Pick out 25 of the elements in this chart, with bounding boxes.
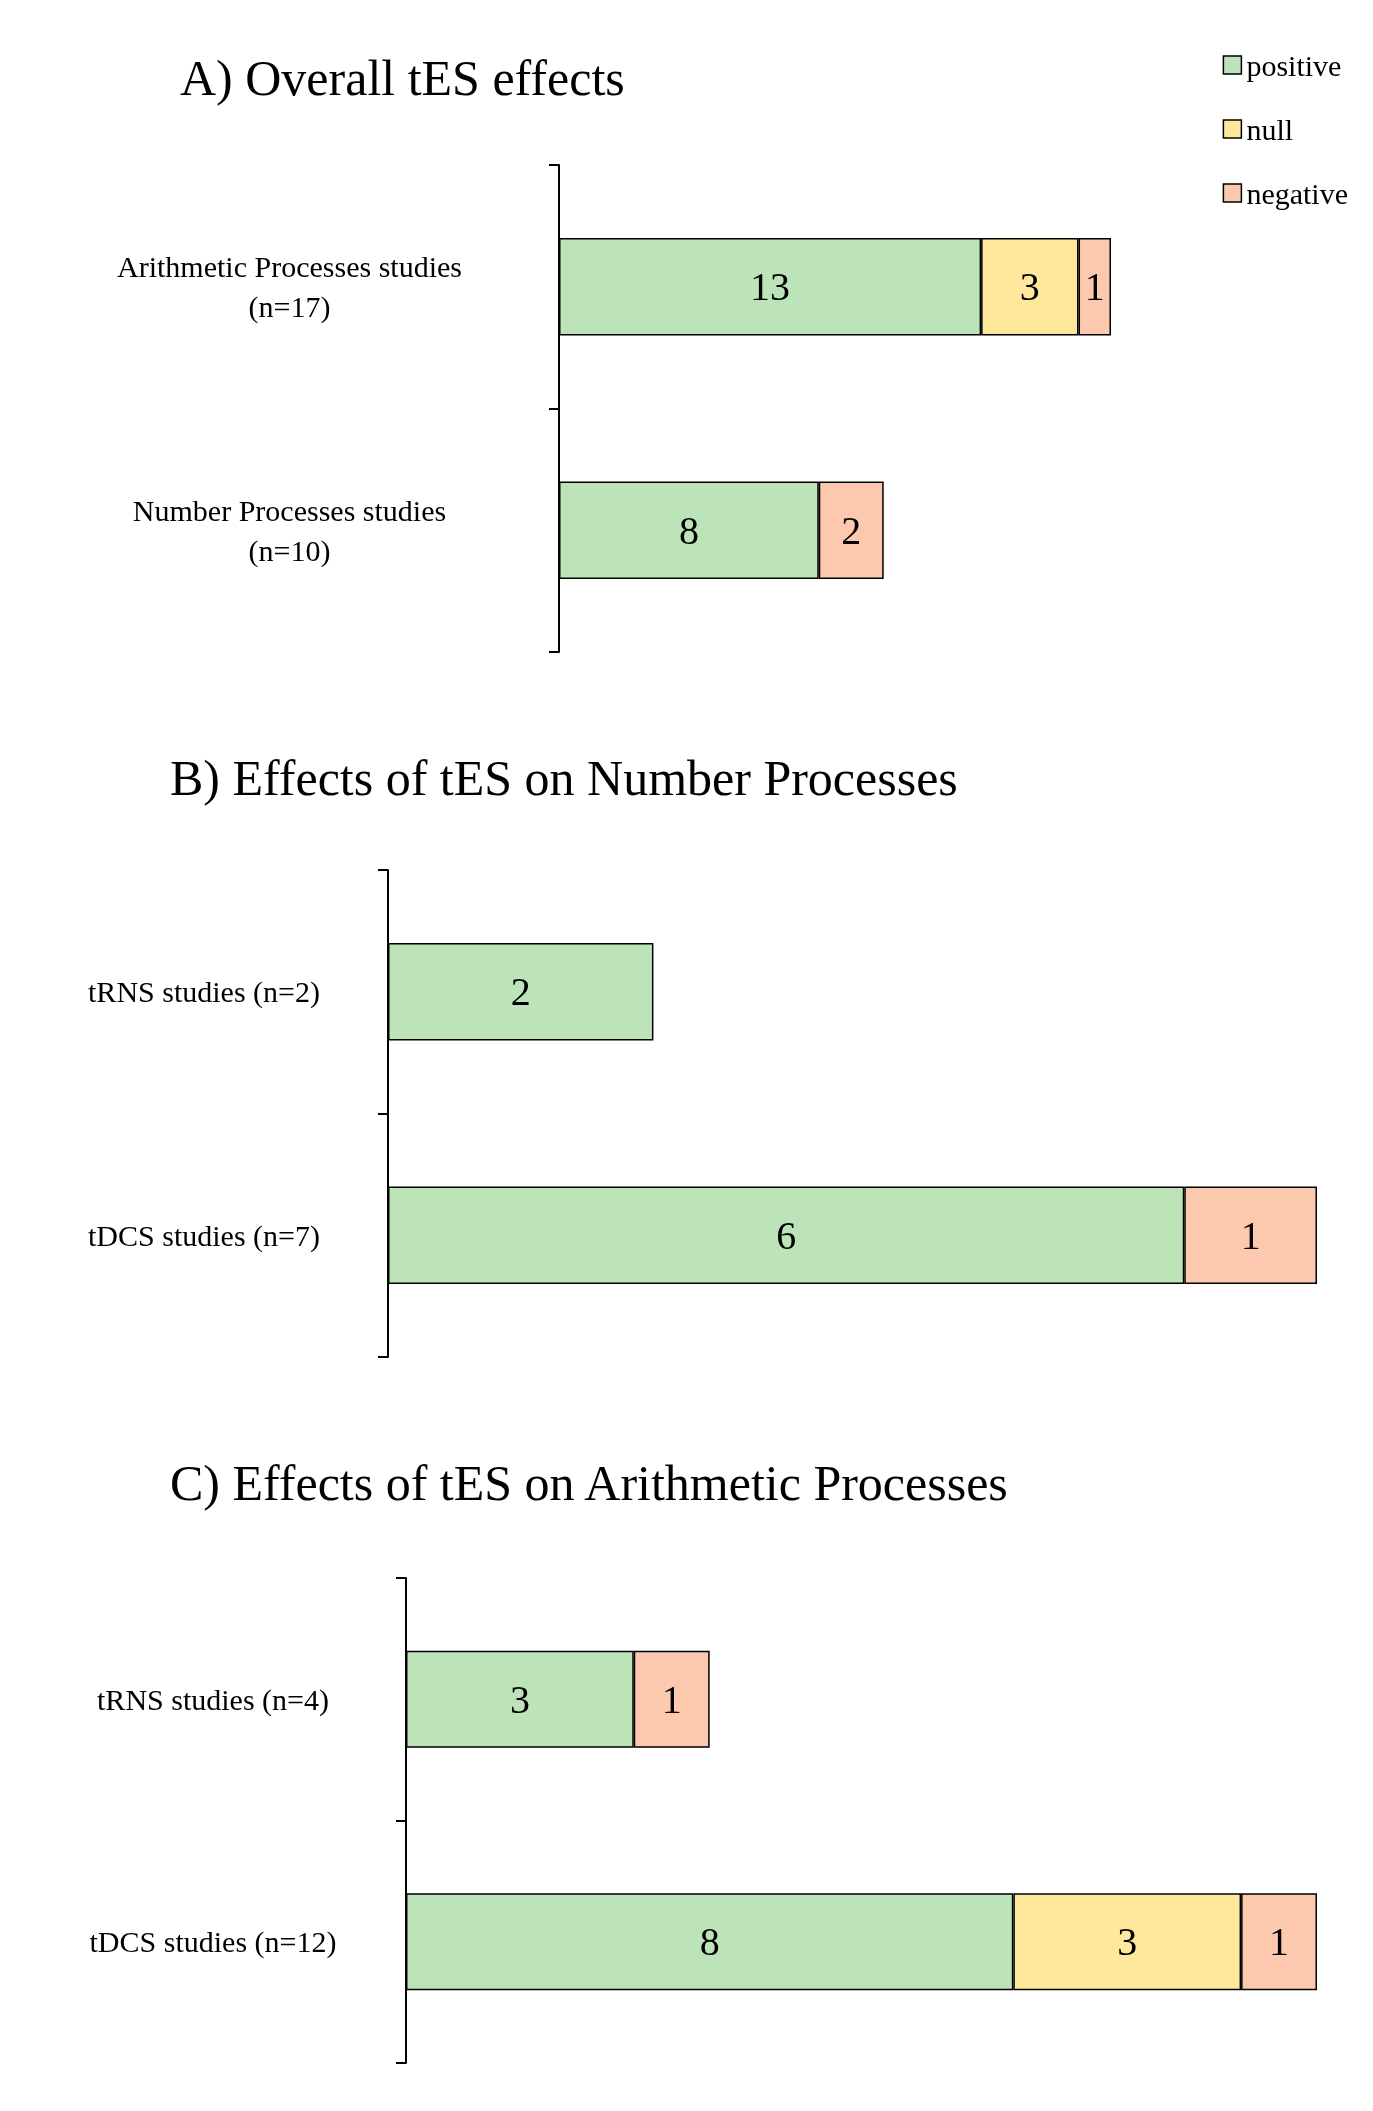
- data-label: 13: [750, 264, 791, 310]
- data-label: 8: [699, 1919, 720, 1965]
- chart-title: B) Effects of tES on Number Processes: [170, 750, 958, 806]
- data-label: 2: [510, 969, 531, 1015]
- legend-label: positive: [1246, 48, 1342, 82]
- y-tick-label: tDCS studies (n=7): [88, 1218, 320, 1253]
- data-label: 8: [678, 507, 699, 553]
- data-label: 2: [841, 507, 862, 553]
- y-tick-label: Number Processes studies (n=10): [132, 493, 447, 568]
- data-label: 6: [776, 1212, 797, 1258]
- data-label: 1: [1240, 1212, 1261, 1258]
- y-tick-label: Arithmetic Processes studies (n=17): [117, 250, 462, 325]
- chart-title: A) Overall tES effects: [180, 50, 625, 106]
- chart-title: C) Effects of tES on Arithmetic Processes: [170, 1455, 1008, 1511]
- y-tick-label: tRNS studies (n=2): [88, 975, 320, 1010]
- data-label: 1: [1084, 264, 1105, 310]
- data-label: 3: [1117, 1919, 1138, 1965]
- y-tick-label: tRNS studies (n=4): [97, 1682, 329, 1717]
- data-label: 3: [1019, 264, 1040, 310]
- y-tick-label: tDCS studies (n=12): [89, 1925, 337, 1960]
- data-label: 1: [661, 1676, 682, 1722]
- data-label: 1: [1269, 1919, 1290, 1965]
- data-label: 3: [509, 1676, 530, 1722]
- legend-label: negative: [1246, 176, 1349, 210]
- legend-label: null: [1246, 112, 1294, 146]
